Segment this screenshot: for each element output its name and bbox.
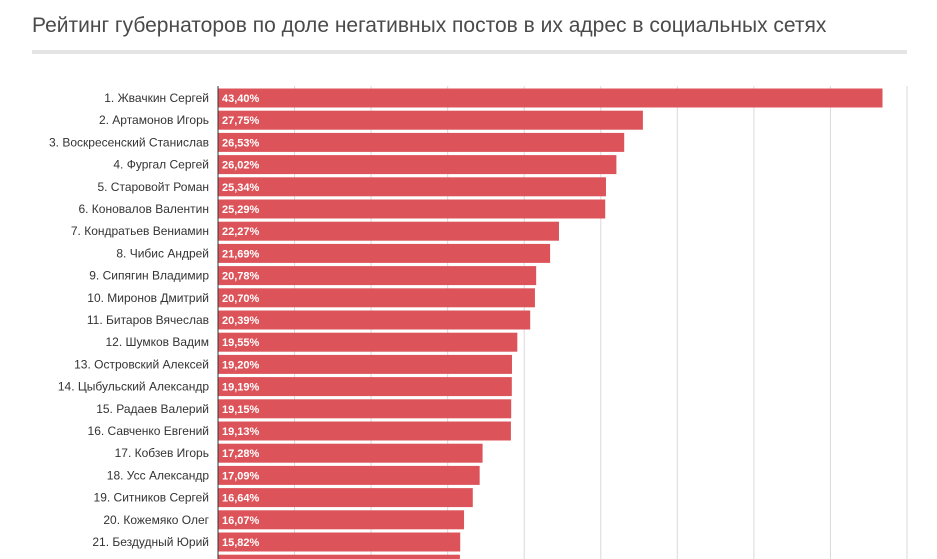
- bar-series: [218, 88, 883, 559]
- value-label: 19,13%: [222, 426, 260, 438]
- value-label: 25,29%: [222, 204, 260, 216]
- value-label: 26,02%: [222, 160, 260, 172]
- value-label: 26,53%: [222, 137, 260, 149]
- bar: [218, 110, 643, 130]
- category-label: 9. Сипягин Владимир: [89, 269, 209, 283]
- category-label: 10. Миронов Дмитрий: [87, 291, 209, 305]
- category-label: 14. Цыбульский Александр: [58, 380, 209, 394]
- bar: [218, 288, 535, 308]
- bar: [218, 399, 512, 419]
- bar: [218, 88, 883, 108]
- bar: [218, 199, 606, 219]
- value-label: 27,75%: [222, 115, 260, 127]
- value-label: 17,28%: [222, 448, 260, 460]
- category-label: 17. Кобзев Игорь: [115, 446, 209, 460]
- value-label: 19,15%: [222, 404, 260, 416]
- value-label: 22,27%: [222, 226, 260, 238]
- value-label: 16,07%: [222, 515, 260, 527]
- category-label: 12. Шумков Вадим: [105, 335, 209, 349]
- category-labels: 1. Жвачкин Сергей 2. Артамонов Игорь 3. Во…: [49, 91, 210, 549]
- category-label: 4. Фургал Сергей: [113, 158, 209, 172]
- value-label: 20,78%: [222, 271, 260, 283]
- bar: [218, 243, 551, 263]
- value-label: 19,19%: [222, 382, 260, 394]
- bar: [218, 132, 625, 152]
- category-label: 3. Воскресенский Станислав: [49, 135, 209, 149]
- value-label: 19,20%: [222, 359, 260, 371]
- bar: [218, 266, 537, 286]
- category-label: 2. Артамонов Игорь: [99, 113, 209, 127]
- bar: [218, 332, 518, 352]
- category-label: 6. Коновалов Валентин: [78, 202, 209, 216]
- value-label: 15,82%: [222, 537, 260, 549]
- category-label: 21. Бездудный Юрий: [92, 535, 209, 549]
- value-label: 43,40%: [222, 93, 260, 105]
- bar: [218, 354, 512, 374]
- bar: [218, 465, 480, 485]
- category-label: 15. Радаев Валерий: [96, 402, 209, 416]
- title-divider: [32, 50, 907, 54]
- bar: [218, 310, 531, 330]
- value-label: 25,34%: [222, 182, 260, 194]
- chart-title: Рейтинг губернаторов по доле негативных …: [32, 14, 827, 37]
- value-label: 20,70%: [222, 293, 260, 305]
- bar: [218, 488, 473, 508]
- category-label: 18. Усс Александр: [107, 468, 210, 482]
- value-labels: 43,40% 27,75% 26,53% 26,02% 25,34% 25,29% 22,2…: [222, 93, 260, 549]
- bar: [218, 221, 559, 241]
- bar-partial: [218, 554, 460, 559]
- value-label: 16,64%: [222, 493, 260, 505]
- bar: [218, 155, 617, 175]
- value-label: 20,39%: [222, 315, 260, 327]
- category-label: 20. Кожемяко Олег: [103, 513, 209, 527]
- value-label: 19,55%: [222, 337, 260, 349]
- category-label: 13. Островский Алексей: [74, 357, 209, 371]
- category-label: 1. Жвачкин Сергей: [104, 91, 209, 105]
- value-label: 17,09%: [222, 470, 260, 482]
- bar: [218, 510, 465, 530]
- category-label: 16. Савченко Евгений: [88, 424, 209, 438]
- bar: [218, 443, 483, 463]
- category-label: 8. Чибис Андрей: [116, 246, 209, 260]
- value-label: 21,69%: [222, 248, 260, 260]
- bar: [218, 377, 512, 397]
- bar: [218, 421, 511, 441]
- category-label: 7. Кондратьев Вениамин: [71, 224, 209, 238]
- bar: [218, 532, 461, 552]
- category-label: 5. Старовойт Роман: [97, 180, 209, 194]
- bar: [218, 177, 606, 197]
- category-label: 19. Ситников Сергей: [94, 491, 209, 505]
- category-label: 11. Битаров Вячеслав: [87, 313, 209, 327]
